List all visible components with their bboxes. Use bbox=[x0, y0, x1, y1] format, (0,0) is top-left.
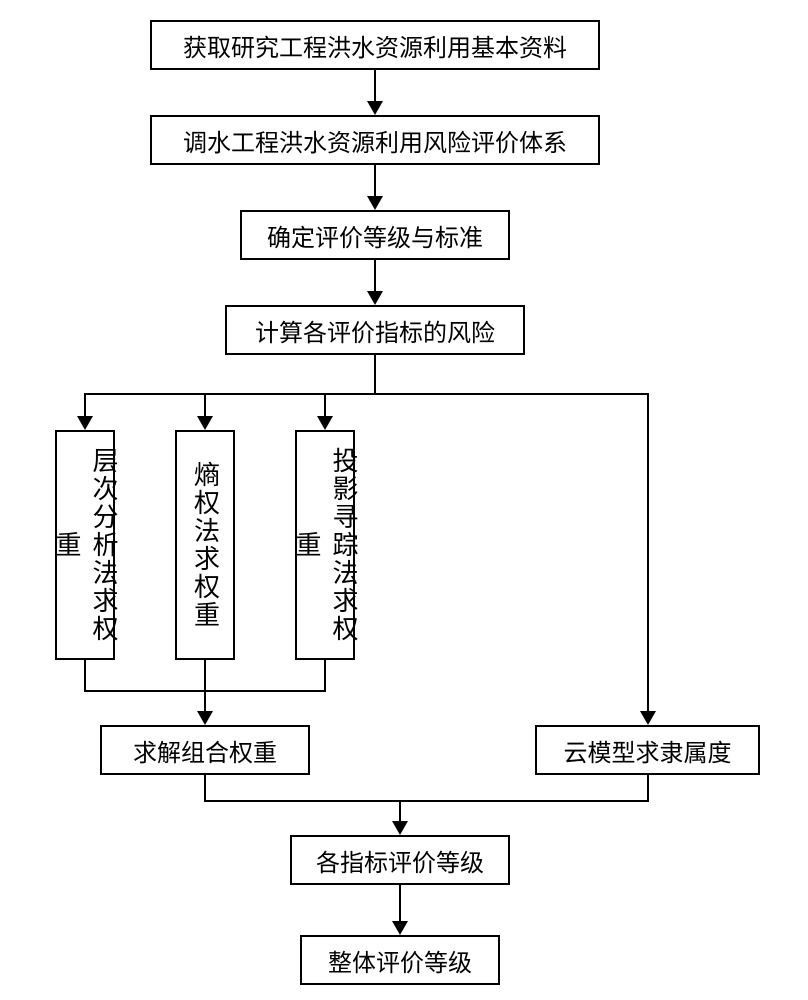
connector bbox=[324, 660, 326, 690]
node-label: 调水工程洪水资源利用风险评价体系 bbox=[183, 123, 567, 158]
node-acquire-data: 获取研究工程洪水资源利用基本资料 bbox=[150, 20, 600, 70]
node-label: 云模型求隶属度 bbox=[564, 733, 732, 768]
node-risk-system: 调水工程洪水资源利用风险评价体系 bbox=[150, 115, 600, 165]
node-label: 计算各评价指标的风险 bbox=[255, 313, 495, 348]
node-overall-grade: 整体评价等级 bbox=[300, 935, 500, 985]
arrow-icon bbox=[392, 921, 408, 935]
arrow-icon bbox=[640, 711, 656, 725]
connector bbox=[647, 393, 649, 711]
arrow-icon bbox=[367, 291, 383, 305]
node-projection-weight: 投影寻踪法求权重 bbox=[295, 430, 355, 660]
connector bbox=[374, 355, 376, 393]
connector bbox=[374, 260, 376, 291]
node-label: 投影寻踪法求权重 bbox=[288, 440, 362, 650]
node-label: 熵权法求权重 bbox=[187, 461, 224, 629]
arrow-icon bbox=[317, 416, 333, 430]
connector bbox=[374, 70, 376, 101]
arrow-icon bbox=[392, 821, 408, 835]
node-indicator-grade: 各指标评价等级 bbox=[290, 835, 510, 885]
connector bbox=[84, 660, 86, 690]
connector bbox=[647, 775, 649, 800]
node-label: 各指标评价等级 bbox=[316, 843, 484, 878]
node-label: 层次分析法求权重 bbox=[48, 440, 122, 650]
connector bbox=[204, 775, 206, 800]
node-label: 确定评价等级与标准 bbox=[267, 218, 483, 253]
arrow-icon bbox=[197, 416, 213, 430]
node-calc-risk: 计算各评价指标的风险 bbox=[225, 305, 525, 355]
connector bbox=[84, 393, 86, 416]
connector bbox=[374, 165, 376, 196]
connector bbox=[204, 800, 649, 802]
node-label: 获取研究工程洪水资源利用基本资料 bbox=[183, 28, 567, 63]
node-cloud-membership: 云模型求隶属度 bbox=[535, 725, 760, 775]
node-ahp-weight: 层次分析法求权重 bbox=[55, 430, 115, 660]
node-combined-weight: 求解组合权重 bbox=[100, 725, 310, 775]
connector bbox=[399, 885, 401, 921]
arrow-icon bbox=[367, 101, 383, 115]
node-label: 求解组合权重 bbox=[133, 733, 277, 768]
connector bbox=[399, 800, 401, 821]
connector bbox=[204, 690, 206, 711]
connector bbox=[324, 393, 326, 416]
connector bbox=[204, 660, 206, 690]
node-label: 整体评价等级 bbox=[328, 943, 472, 978]
arrow-icon bbox=[367, 196, 383, 210]
arrow-icon bbox=[197, 711, 213, 725]
connector bbox=[204, 393, 206, 416]
node-entropy-weight: 熵权法求权重 bbox=[175, 430, 235, 660]
node-grade-standard: 确定评价等级与标准 bbox=[240, 210, 510, 260]
connector bbox=[85, 393, 649, 395]
arrow-icon bbox=[77, 416, 93, 430]
flowchart-container: 获取研究工程洪水资源利用基本资料 调水工程洪水资源利用风险评价体系 确定评价等级… bbox=[0, 0, 808, 1000]
